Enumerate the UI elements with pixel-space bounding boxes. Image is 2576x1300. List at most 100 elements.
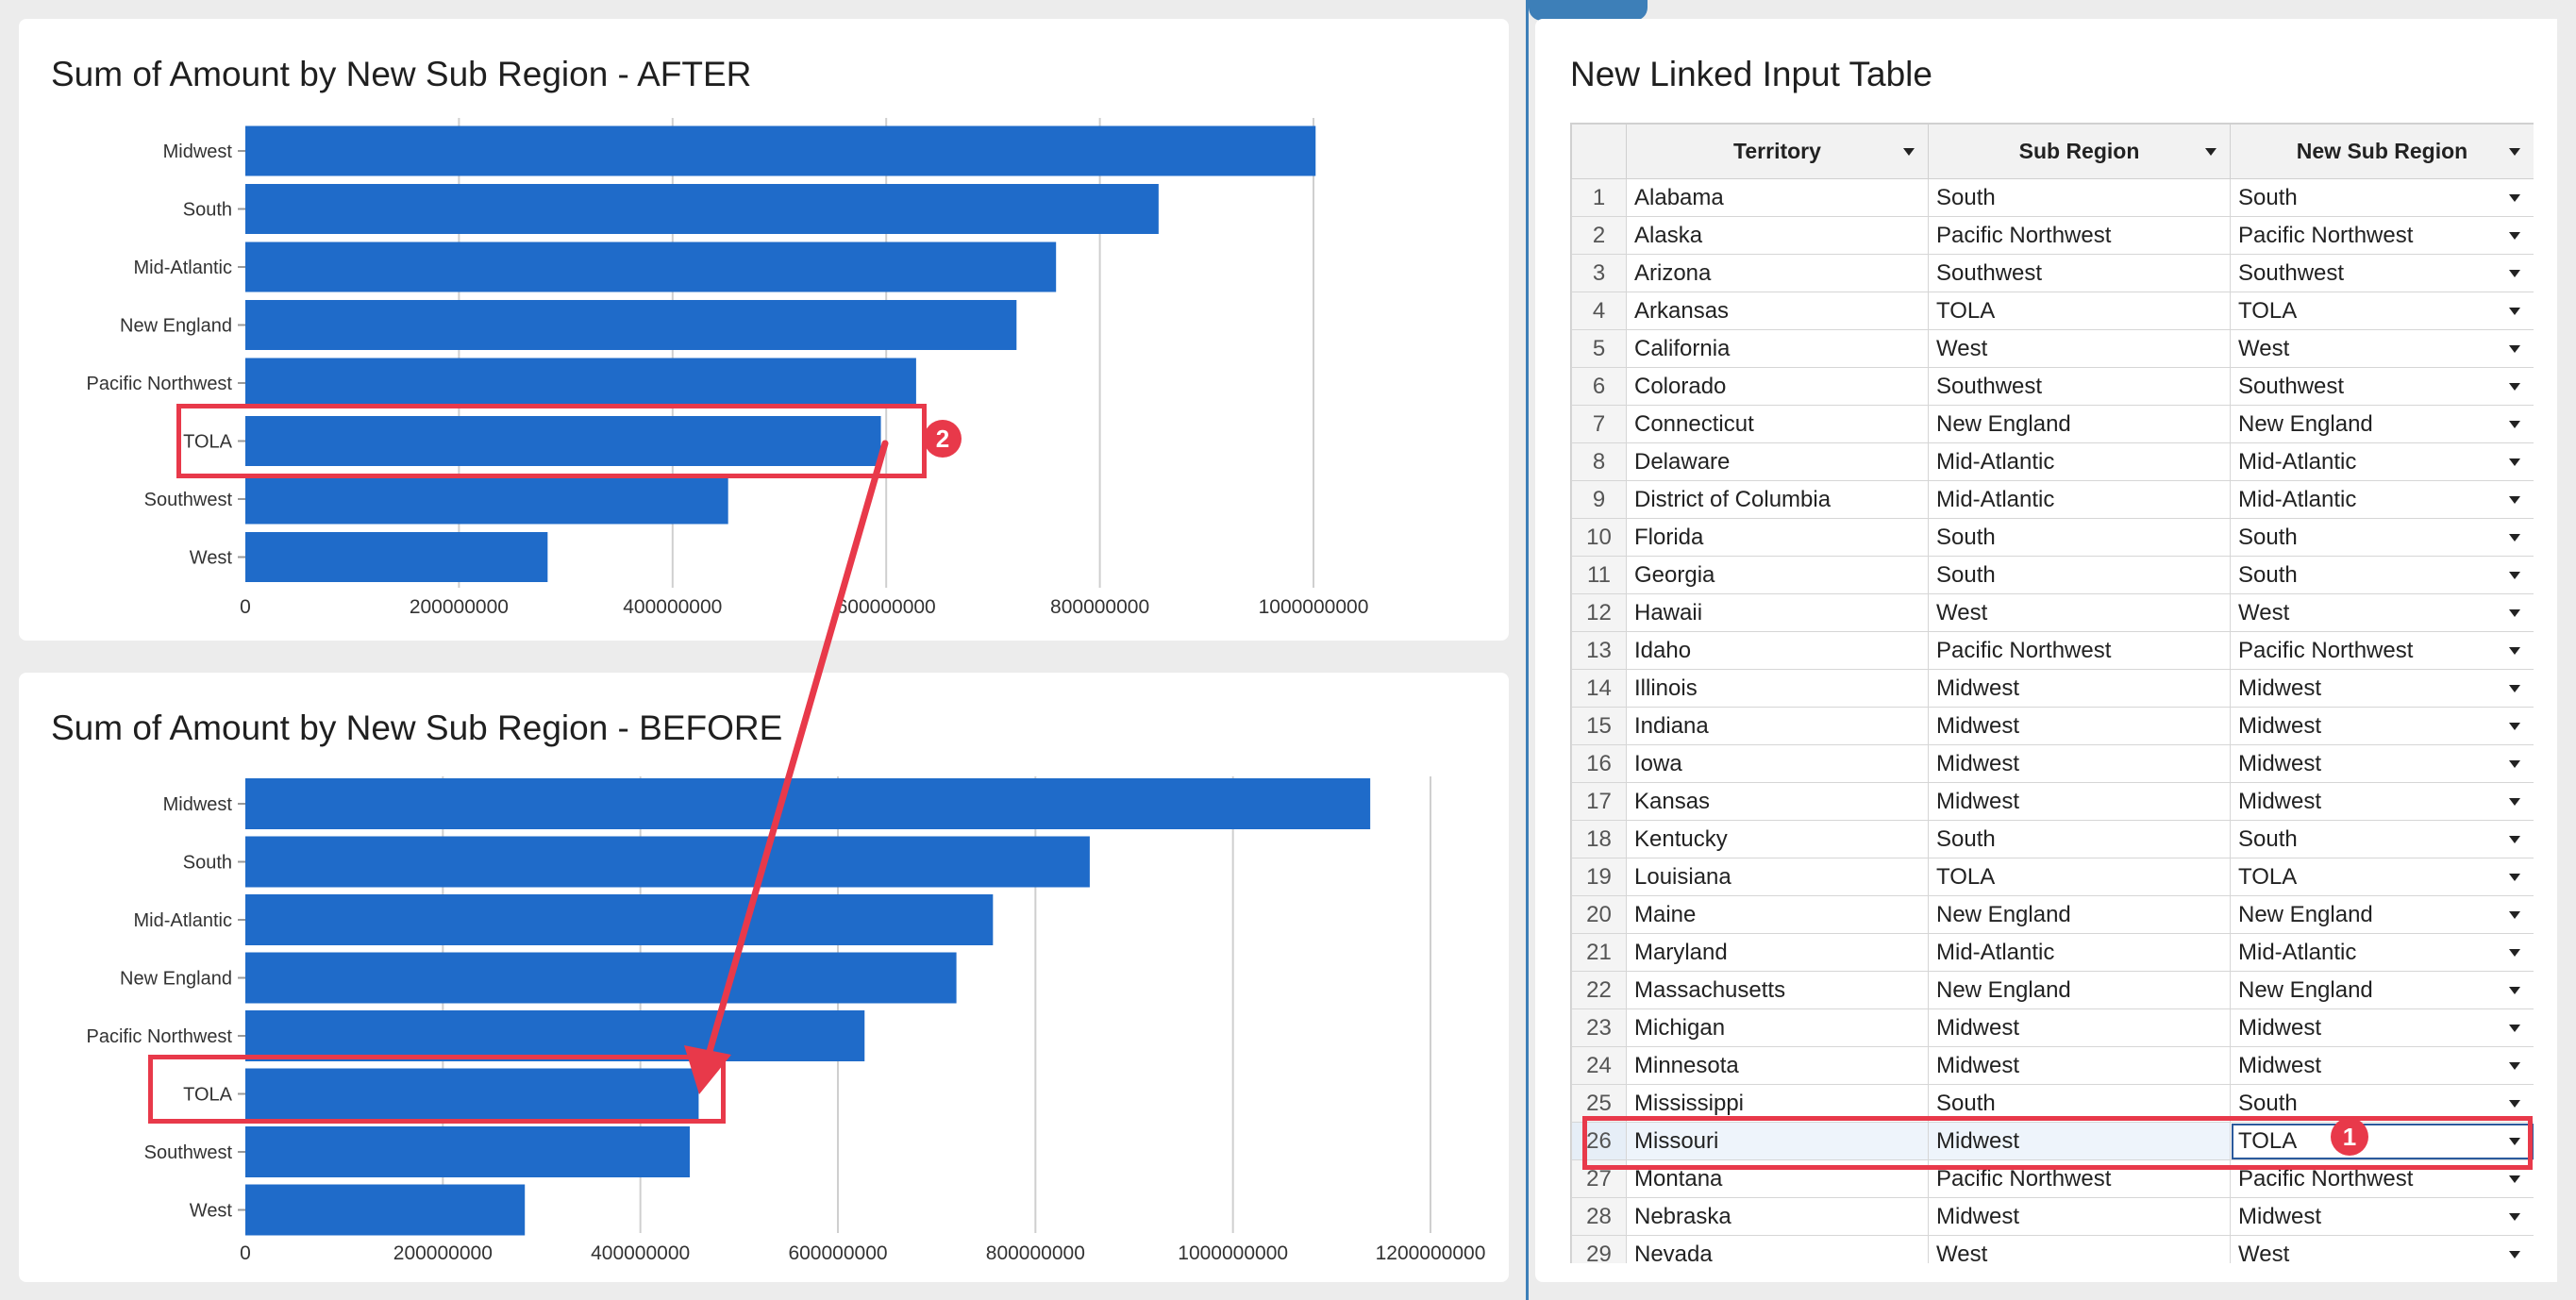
- new-sub-region-cell[interactable]: Midwest: [2230, 782, 2534, 821]
- new-sub-region-cell[interactable]: Pacific Northwest: [2230, 631, 2534, 670]
- table-row[interactable]: 5 California West West: [1571, 329, 2534, 368]
- table-row[interactable]: 17 Kansas Midwest Midwest: [1571, 782, 2534, 821]
- dropdown-caret-icon[interactable]: [2509, 382, 2520, 391]
- new-sub-region-cell[interactable]: Mid-Atlantic: [2230, 933, 2534, 972]
- new-sub-region-cell[interactable]: Midwest: [2230, 1197, 2534, 1236]
- dropdown-caret-icon[interactable]: [2509, 646, 2520, 655]
- panel-divider[interactable]: [1526, 0, 1529, 1300]
- territory-cell: Kansas: [1626, 782, 1929, 821]
- new-sub-region-cell[interactable]: South: [2230, 178, 2534, 217]
- dropdown-caret-icon[interactable]: [2509, 307, 2520, 315]
- territory-cell: Michigan: [1626, 1008, 1929, 1047]
- new-sub-region-cell[interactable]: New England: [2230, 405, 2534, 443]
- new-sub-region-cell[interactable]: Southwest: [2230, 254, 2534, 292]
- sub-region-column-header[interactable]: Sub Region: [1928, 124, 2231, 179]
- territory-column-header[interactable]: Territory: [1626, 124, 1929, 179]
- dropdown-caret-icon[interactable]: [2509, 948, 2520, 957]
- table-row[interactable]: 19 Louisiana TOLA TOLA: [1571, 858, 2534, 896]
- new-sub-region-cell[interactable]: South: [2230, 556, 2534, 594]
- territory-menu-icon[interactable]: [1903, 147, 1915, 156]
- new-sub-region-cell[interactable]: Midwest: [2230, 744, 2534, 783]
- dropdown-caret-icon[interactable]: [2509, 1024, 2520, 1032]
- new-sub-region-column-header[interactable]: New Sub Region: [2230, 124, 2534, 179]
- dropdown-caret-icon[interactable]: [2509, 495, 2520, 504]
- dropdown-caret-icon[interactable]: [2509, 458, 2520, 466]
- dropdown-caret-icon[interactable]: [2509, 420, 2520, 428]
- table-row[interactable]: 11 Georgia South South: [1571, 556, 2534, 594]
- dropdown-caret-icon[interactable]: [2509, 759, 2520, 768]
- new-sub-region-cell[interactable]: Mid-Atlantic: [2230, 480, 2534, 519]
- new-sub-region-cell[interactable]: Southwest: [2230, 367, 2534, 406]
- new-sub-region-cell[interactable]: TOLA: [2230, 858, 2534, 896]
- new-sub-region-cell[interactable]: West: [2230, 329, 2534, 368]
- new-sub-region-cell[interactable]: New England: [2230, 895, 2534, 934]
- table-row[interactable]: 13 Idaho Pacific Northwest Pacific Northwes…: [1571, 631, 2534, 670]
- table-row[interactable]: 29 Nevada West West: [1571, 1235, 2534, 1264]
- dropdown-caret-icon[interactable]: [2509, 608, 2520, 617]
- table-row[interactable]: 24 Minnesota Midwest Midwest: [1571, 1046, 2534, 1085]
- table-row[interactable]: 21 Maryland Mid-Atlantic Mid-Atlantic: [1571, 933, 2534, 972]
- dropdown-caret-icon[interactable]: [2509, 1099, 2520, 1108]
- table-row[interactable]: 7 Connecticut New England New England: [1571, 405, 2534, 443]
- new-sub-region-cell[interactable]: New England: [2230, 971, 2534, 1009]
- dropdown-caret-icon[interactable]: [2509, 1212, 2520, 1221]
- dropdown-caret-icon[interactable]: [2509, 986, 2520, 994]
- sub-region-text: South: [1936, 1090, 1996, 1116]
- table-row[interactable]: 26 Missouri Midwest TOLA: [1571, 1122, 2534, 1160]
- table-row[interactable]: 6 Colorado Southwest Southwest: [1571, 367, 2534, 406]
- dropdown-caret-icon[interactable]: [2509, 910, 2520, 919]
- new-sub-region-cell[interactable]: Midwest: [2230, 1008, 2534, 1047]
- table-row[interactable]: 14 Illinois Midwest Midwest: [1571, 669, 2534, 708]
- new-sub-region-cell[interactable]: West: [2230, 593, 2534, 632]
- new-sub-region-cell[interactable]: Midwest: [2230, 707, 2534, 745]
- territory-text: Hawaii: [1634, 599, 1703, 625]
- table-row[interactable]: 28 Nebraska Midwest Midwest: [1571, 1197, 2534, 1236]
- table-row[interactable]: 20 Maine New England New England: [1571, 895, 2534, 934]
- territory-text: Connecticut: [1634, 410, 1754, 437]
- table-row[interactable]: 16 Iowa Midwest Midwest: [1571, 744, 2534, 783]
- new-sub-region-cell[interactable]: Mid-Atlantic: [2230, 442, 2534, 481]
- new-sub-region-cell[interactable]: South: [2230, 518, 2534, 557]
- table-row[interactable]: 23 Michigan Midwest Midwest: [1571, 1008, 2534, 1047]
- new-sub-region-cell[interactable]: TOLA: [2230, 1122, 2534, 1160]
- table-row[interactable]: 15 Indiana Midwest Midwest: [1571, 707, 2534, 745]
- table-row[interactable]: 4 Arkansas TOLA TOLA: [1571, 292, 2534, 330]
- dropdown-caret-icon[interactable]: [2509, 722, 2520, 730]
- new-sub-region-cell[interactable]: West: [2230, 1235, 2534, 1263]
- dropdown-caret-icon[interactable]: [2509, 797, 2520, 806]
- dropdown-caret-icon[interactable]: [2509, 1061, 2520, 1070]
- table-row[interactable]: 12 Hawaii West West: [1571, 593, 2534, 632]
- table-row[interactable]: 2 Alaska Pacific Northwest Pacific Northwes…: [1571, 216, 2534, 255]
- dropdown-caret-icon[interactable]: [2509, 835, 2520, 843]
- table-row[interactable]: 10 Florida South South: [1571, 518, 2534, 557]
- new-sub-region-cell[interactable]: Pacific Northwest: [2230, 216, 2534, 255]
- row-number-text: 10: [1586, 524, 1612, 550]
- table-row[interactable]: 1 Alabama South South: [1571, 178, 2534, 217]
- table-row[interactable]: 8 Delaware Mid-Atlantic Mid-Atlantic: [1571, 442, 2534, 481]
- dropdown-caret-icon[interactable]: [2509, 193, 2520, 202]
- new-sub-region-cell[interactable]: TOLA: [2230, 292, 2534, 330]
- dropdown-caret-icon[interactable]: [2509, 344, 2520, 353]
- table-row[interactable]: 3 Arizona Southwest Southwest: [1571, 254, 2534, 292]
- table-row[interactable]: 22 Massachusetts New England New England: [1571, 971, 2534, 1009]
- row-number-cell: 8: [1571, 442, 1627, 481]
- new-sub-region-cell[interactable]: Midwest: [2230, 1046, 2534, 1085]
- dropdown-caret-icon[interactable]: [2509, 269, 2520, 277]
- table-row[interactable]: 9 District of Columbia Mid-Atlantic Mid-Atl…: [1571, 480, 2534, 519]
- dropdown-caret-icon[interactable]: [2509, 684, 2520, 692]
- dropdown-caret-icon[interactable]: [2509, 231, 2520, 240]
- dropdown-caret-icon[interactable]: [2509, 1175, 2520, 1183]
- new-sub-region-cell[interactable]: South: [2230, 820, 2534, 858]
- sub-region-menu-icon[interactable]: [2205, 147, 2216, 156]
- dropdown-caret-icon[interactable]: [2509, 571, 2520, 579]
- table-row[interactable]: 18 Kentucky South South: [1571, 820, 2534, 858]
- new-sub-region-cell[interactable]: Midwest: [2230, 669, 2534, 708]
- new-sub-region-menu-icon[interactable]: [2509, 147, 2520, 156]
- dropdown-caret-icon[interactable]: [2509, 533, 2520, 542]
- dropdown-caret-icon[interactable]: [2509, 1250, 2520, 1258]
- territory-text: Nevada: [1634, 1241, 1713, 1264]
- dropdown-caret-icon[interactable]: [2509, 873, 2520, 881]
- dropdown-caret-icon[interactable]: [2509, 1137, 2520, 1145]
- panel-divider-tab[interactable]: [1529, 0, 1648, 21]
- sub-region-cell: Southwest: [1928, 367, 2231, 406]
